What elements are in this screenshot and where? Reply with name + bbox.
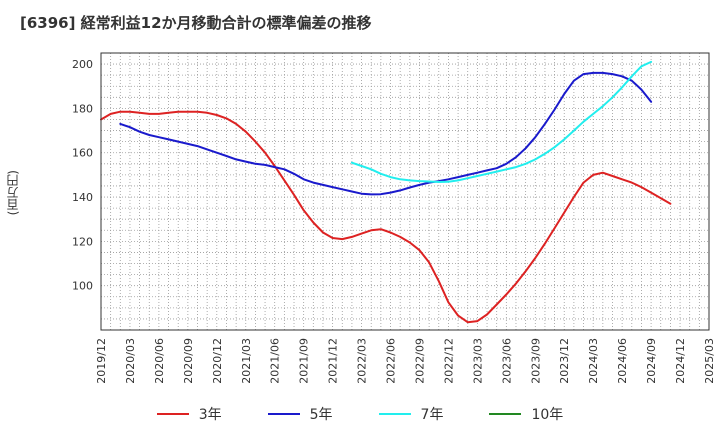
x-tick-labels: 2019/12 2020/03 2020/06 2020/09 2020/12 2021/… xyxy=(95,338,716,384)
x-tick-label: 2024/12 xyxy=(674,338,687,384)
legend-label: 5年 xyxy=(309,407,333,423)
y-tick-label: 160 xyxy=(72,147,93,160)
y-tick-label: 140 xyxy=(72,191,93,204)
legend-label: 3年 xyxy=(198,407,222,423)
legend-item: 10年 xyxy=(489,404,563,424)
plot-background xyxy=(101,53,709,330)
x-tick-label: 2023/03 xyxy=(471,338,484,384)
grid-lines xyxy=(100,52,710,331)
x-tick-label: 2021/06 xyxy=(269,338,282,384)
legend: 3年 5年 7年 10年 xyxy=(0,404,720,424)
y-tick-labels: 100 120 140 160 180 200 xyxy=(72,58,93,293)
legend-label: 10年 xyxy=(531,407,564,423)
x-tick-label: 2020/09 xyxy=(182,338,195,384)
series-line-5年 xyxy=(119,71,653,196)
x-tick-label: 2024/06 xyxy=(616,338,629,384)
x-tick-label: 2020/12 xyxy=(211,338,224,384)
x-tick-label: 2024/03 xyxy=(587,338,600,384)
x-tick-label: 2022/06 xyxy=(385,338,398,384)
legend-label: 7年 xyxy=(420,407,444,423)
x-tick-label: 2022/03 xyxy=(356,338,369,384)
series-line-3年 xyxy=(100,110,672,324)
x-tick-label: 2023/09 xyxy=(529,338,542,384)
x-tick-label: 2020/06 xyxy=(153,338,166,384)
x-tick-label: 2021/12 xyxy=(327,338,340,384)
x-tick-label: 2019/12 xyxy=(95,338,108,384)
line-chart: 100 120 140 160 180 200 2019/12 2020/03 2020/06… xyxy=(72,52,716,384)
x-tick-label: 2024/09 xyxy=(645,338,658,384)
x-tick-label: 2023/12 xyxy=(558,338,571,384)
x-tick-label: 2020/03 xyxy=(124,338,137,384)
legend-swatch xyxy=(489,413,522,415)
legend-item: 7年 xyxy=(378,404,444,424)
x-tick-label: 2021/09 xyxy=(298,338,311,384)
x-tick-label: 2021/03 xyxy=(240,338,253,384)
legend-swatch xyxy=(156,413,189,415)
legend-swatch xyxy=(378,413,411,415)
series-layer xyxy=(100,60,672,324)
x-tick-label: 2022/09 xyxy=(413,338,426,384)
chart-title: [6396] 経常利益12か月移動合計の標準偏差の推移 xyxy=(20,14,372,32)
plot-frame xyxy=(100,52,710,331)
x-tick-label: 2022/12 xyxy=(442,338,455,384)
legend-item: 5年 xyxy=(267,404,333,424)
legend-swatch xyxy=(267,413,300,415)
x-tick-label: 2023/06 xyxy=(500,338,513,384)
y-tick-label: 200 xyxy=(72,58,93,71)
y-tick-label: 120 xyxy=(72,235,93,248)
y-tick-label: 100 xyxy=(72,280,93,293)
series-line-7年 xyxy=(350,60,653,183)
legend-item: 3年 xyxy=(156,404,222,424)
y-tick-label: 180 xyxy=(72,102,93,115)
x-tick-label: 2025/03 xyxy=(703,338,716,384)
